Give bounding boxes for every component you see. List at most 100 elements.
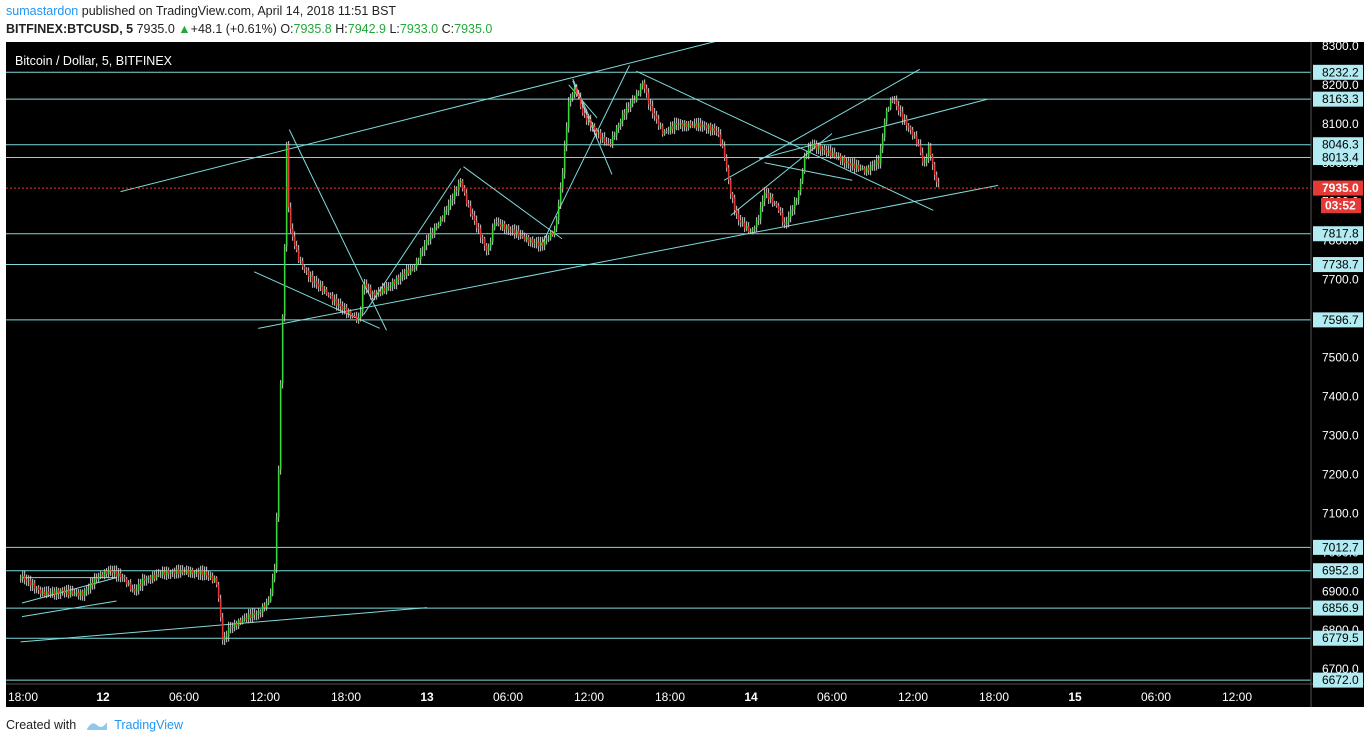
candle-body [113, 570, 116, 574]
candle-body [757, 219, 760, 221]
candle-body [441, 218, 444, 220]
trend-line [764, 162, 853, 181]
candle-body [379, 291, 382, 294]
time-tick-label: 13 [420, 690, 434, 704]
candle-body [177, 569, 180, 574]
level-label: 7012.7 [1322, 540, 1359, 554]
candle-body [457, 182, 460, 191]
trend-line [120, 42, 716, 193]
price-tick-label: 7500.0 [1322, 351, 1359, 365]
candle-body [537, 241, 540, 247]
candle-body [253, 613, 256, 615]
open-label: O: [280, 22, 294, 36]
candle-body [485, 245, 488, 251]
candle-body [901, 111, 904, 120]
tradingview-logo-icon[interactable] [86, 719, 108, 731]
candle-body [851, 163, 854, 166]
candle-body [859, 168, 862, 170]
candle-body [373, 292, 376, 296]
candle-body [157, 574, 160, 576]
candle-body [287, 145, 290, 208]
candle-body [161, 571, 164, 576]
time-tick-label: 06:00 [493, 690, 523, 704]
level-label-box [1313, 539, 1363, 555]
candle-body [59, 590, 62, 594]
price-axis[interactable]: 8300.08200.08100.08000.07900.07800.07700… [1313, 42, 1363, 688]
candle-body [279, 383, 282, 470]
candle-body [849, 163, 852, 166]
candle-body [317, 283, 320, 288]
candle-body [211, 575, 214, 582]
change-value: +48.1 (+0.61%) [190, 22, 277, 36]
time-axis[interactable]: 18:00 12 06:00 12:00 18:00 13 06:00 12:00 18:00 1… [8, 690, 1252, 704]
candle-body [477, 227, 480, 229]
chart-background [6, 42, 1364, 707]
candle-body [711, 127, 714, 131]
candle-body [159, 575, 162, 577]
time-tick-label: 12:00 [898, 690, 928, 704]
candle-body [67, 589, 70, 595]
candle-body [73, 593, 76, 595]
price-tick-label: 8200.0 [1322, 78, 1359, 92]
candle-body [593, 125, 596, 130]
candle-body [505, 226, 508, 230]
candle-body [751, 229, 754, 232]
candle-body [79, 591, 82, 596]
candle-body [675, 123, 678, 125]
candle-body [501, 223, 504, 227]
candle-body [107, 569, 110, 575]
candle-body [927, 145, 930, 159]
level-lines [6, 71, 1311, 681]
candle-body [515, 230, 518, 234]
candle-body [19, 578, 22, 580]
open-value: 7935.8 [293, 22, 332, 36]
candle-body [815, 144, 818, 149]
candle-body [51, 591, 54, 594]
candle-body [431, 232, 434, 235]
candle-body [311, 275, 314, 283]
price-chart[interactable]: 8300.08200.08100.08000.07900.07800.07700… [0, 42, 1370, 710]
candle-body [401, 274, 404, 277]
candle-body [863, 168, 866, 173]
candle-body [65, 589, 68, 593]
candle-body [171, 570, 174, 572]
candle-body [547, 238, 550, 240]
level-label-box [1313, 312, 1363, 328]
candle-body [605, 142, 608, 144]
candle-body [529, 239, 532, 243]
trend-line [21, 600, 117, 618]
candle-body [585, 114, 588, 121]
candle-body [845, 161, 848, 164]
author-link[interactable]: sumastardon [6, 4, 79, 18]
candle-body [385, 287, 388, 292]
candle-body [315, 281, 318, 284]
candle-body [23, 576, 26, 580]
candle-body [33, 582, 36, 589]
candle-body [439, 218, 442, 224]
candle-body [223, 636, 226, 640]
candle-body [339, 303, 342, 307]
candle-body [361, 289, 364, 312]
candle-body [575, 86, 578, 94]
candle-body [681, 123, 684, 127]
time-tick-label: 06:00 [169, 690, 199, 704]
candle-body [245, 618, 248, 620]
candle-body [835, 156, 838, 158]
candle-body [497, 222, 500, 224]
candle-body [375, 293, 378, 296]
tradingview-link[interactable]: TradingView [114, 718, 183, 732]
trend-line [258, 184, 999, 329]
candle-body [785, 222, 788, 224]
last-price-label-box [1313, 180, 1363, 196]
candle-body [733, 197, 736, 210]
candle-body [63, 590, 66, 593]
candle-body [299, 260, 302, 262]
candle-body [569, 97, 572, 102]
level-label: 7817.8 [1322, 227, 1359, 241]
candle-body [583, 113, 586, 115]
candle-body [429, 232, 432, 240]
level-label: 8046.3 [1322, 138, 1359, 152]
candle-body [217, 584, 220, 599]
candle-body [77, 592, 80, 596]
candle-body [819, 145, 822, 151]
